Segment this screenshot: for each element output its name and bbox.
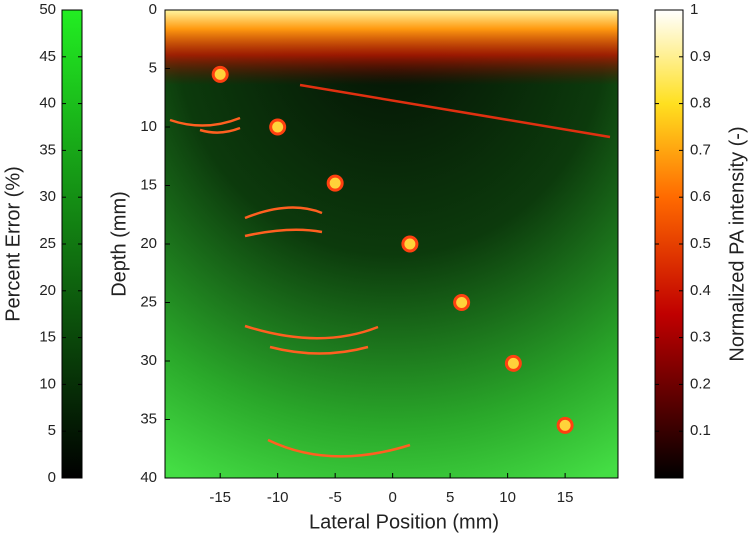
y-tick-label: 15: [140, 176, 157, 193]
colorbar-tick-label: 45: [39, 48, 56, 65]
target-point: [453, 294, 471, 311]
reverberation-arcs: [169, 83, 611, 458]
colorbar-tick-label: 15: [39, 329, 56, 346]
colorbar-tick-label: 30: [39, 188, 56, 205]
y-tick-label: 10: [140, 118, 157, 135]
colorbar-tick-label: 20: [39, 282, 56, 299]
y-tick-label: 35: [140, 410, 157, 427]
colorbar-tick-label: 10: [39, 375, 56, 392]
y-axis-label: Depth (mm): [108, 191, 130, 297]
colorbar-tick-label: 1: [690, 1, 698, 18]
y-tick-label: 0: [149, 1, 157, 18]
colorbar-tick-label: 0.4: [690, 282, 711, 299]
colorbar-tick-label: 40: [39, 95, 56, 112]
colorbar-tick-label: 25: [39, 235, 56, 252]
colorbar-tick-label: 0: [48, 469, 56, 486]
y-tick-label: 5: [149, 59, 157, 76]
target-point: [504, 354, 522, 372]
x-axis-label: Lateral Position (mm): [309, 511, 499, 533]
colorbar-tick-label: 0.1: [690, 422, 711, 439]
target-point: [401, 235, 419, 253]
image-background: [165, 10, 618, 478]
target-point: [269, 118, 287, 136]
colorbar-tick-label: 0.6: [690, 188, 711, 205]
right-colorbar-label: Normalized PA intensity (-): [726, 126, 748, 361]
x-tick-label: -5: [328, 489, 341, 506]
colorbar-tick-label: 5: [48, 422, 56, 439]
colorbar-tick-label: 0.2: [690, 375, 711, 392]
x-tick-label: -10: [267, 489, 289, 506]
y-tick-label: 20: [140, 235, 157, 252]
target-point: [556, 416, 574, 434]
right-colorbar: [654, 9, 684, 479]
colorbar-tick-label: 0.9: [690, 48, 711, 65]
x-tick-label: 15: [557, 489, 574, 506]
colorbar-tick-label: 0.3: [690, 329, 711, 346]
x-tick-label: 10: [499, 489, 516, 506]
x-tick-label: -15: [209, 489, 231, 506]
target-point: [211, 65, 229, 83]
colorbar-tick-label: 0.8: [690, 95, 711, 112]
y-tick-label: 30: [140, 352, 157, 369]
colorbar-tick-label: 0.5: [690, 235, 711, 252]
x-tick-label: 0: [388, 489, 396, 506]
surface-band: [165, 10, 618, 85]
colorbar-tick-label: 35: [39, 141, 56, 158]
target-point: [326, 174, 344, 192]
colorbar-tick-label: 50: [39, 1, 56, 18]
y-tick-label: 40: [140, 469, 157, 486]
x-tick-label: 5: [446, 489, 454, 506]
colorbar-tick-label: 0.7: [690, 141, 711, 158]
left-colorbar-label: Percent Error (%): [2, 166, 24, 322]
y-tick-label: 25: [140, 293, 157, 310]
